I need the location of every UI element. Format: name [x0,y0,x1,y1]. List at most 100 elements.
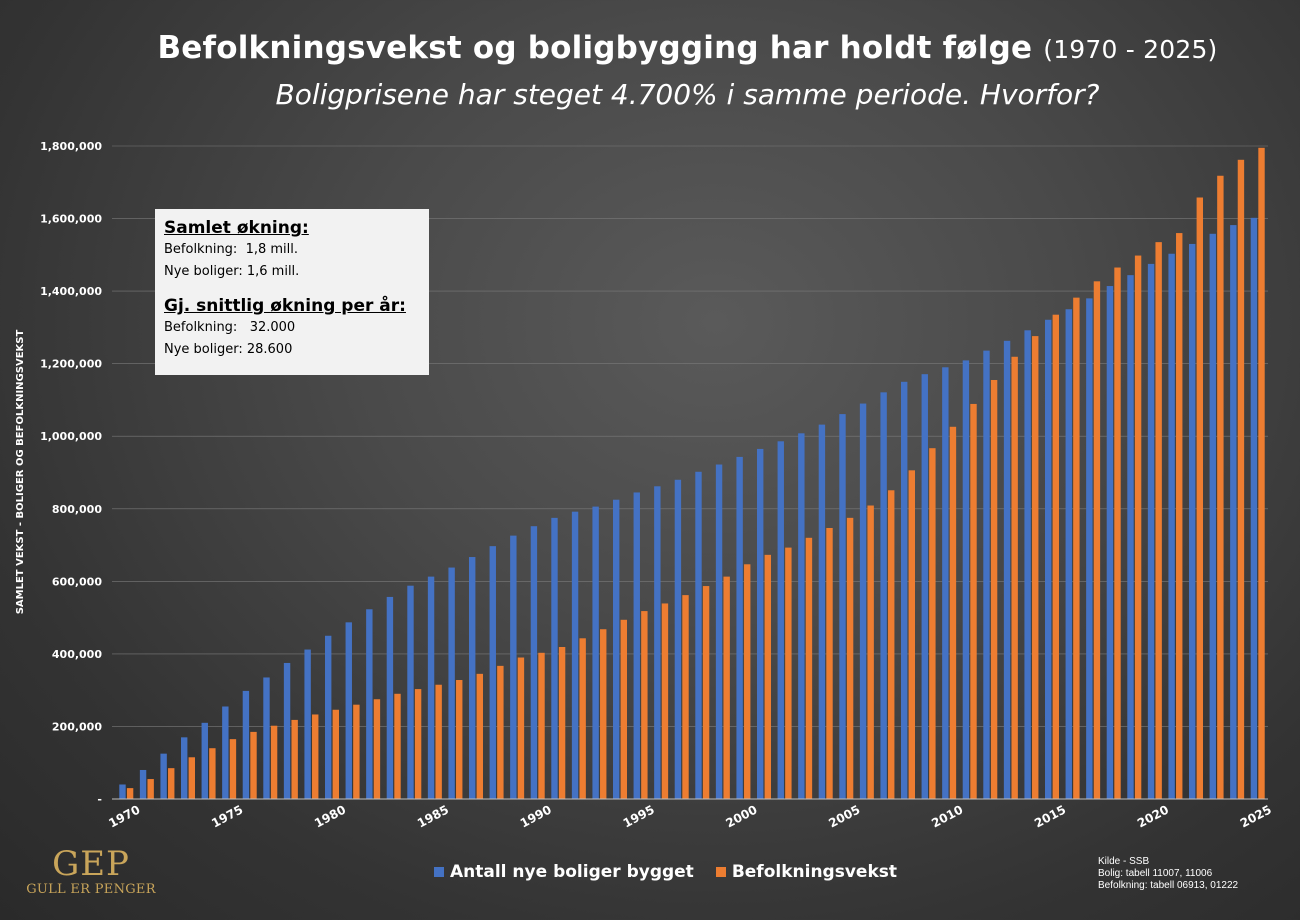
bar-population [188,757,195,799]
bar-housing [160,753,167,799]
bar-population [538,652,545,799]
bar-population [888,490,895,799]
bar-population [990,379,998,799]
bars [119,147,1265,800]
x-tick-label: 2025 [1238,802,1274,830]
y-axis-label: SAMLET VEKST - BOLIGER OG BEFOLKNINGSVEK… [15,330,26,615]
bar-population [970,403,977,799]
bar-population [126,788,134,799]
bar-housing [1189,243,1196,799]
bar-population [1176,233,1183,799]
bar-population [168,768,175,799]
bar-housing [613,499,620,799]
y-tick-label: 1,000,000 [40,430,102,443]
legend-swatch-housing [434,867,444,877]
x-tick-label: 2005 [826,802,862,830]
bar-population [476,673,483,799]
bar-housing [407,585,414,799]
bar-population [661,603,669,799]
bar-housing [880,392,887,799]
bar-population [867,505,874,799]
bar-housing [571,511,579,799]
bar-population [209,748,216,799]
bar-population [805,537,813,799]
bar-housing [263,677,270,799]
y-tick-label: 1,200,000 [40,358,102,371]
chart-subtitle: Boligprisene har steget 4.700% i samme p… [275,78,1100,111]
summary-population-average: Befolkning: 32.000 [164,320,296,335]
bar-population [332,709,339,799]
legend: Antall nye boliger bygget Befolkningsvek… [434,862,897,882]
legend-item-population: Befolkningsvekst [715,862,897,882]
bar-housing [1147,263,1155,799]
bar-housing [222,706,229,799]
bar-housing [818,424,826,799]
bar-population [846,517,854,799]
y-tick-label: 1,800,000 [40,140,102,153]
bar-housing [839,414,846,799]
bar-housing [510,535,517,799]
x-tick-label: 1995 [621,802,657,830]
bar-population [949,426,957,799]
bar-housing [921,374,928,799]
summary-population-total: Befolkning: 1,8 mill. [164,242,299,257]
legend-label-housing: Antall nye boliger bygget [450,862,694,882]
bar-population [744,564,751,799]
bar-housing [983,350,990,799]
bar-housing [1024,330,1031,799]
bar-housing [1230,225,1237,800]
bar-housing [695,471,702,799]
summary-box: Samlet økning: Befolkning: 1,8 mill. Nye… [155,209,429,375]
bar-housing [962,360,970,799]
y-tick-label: 1,600,000 [40,213,102,226]
bar-housing [427,576,435,799]
bar-population [785,547,792,799]
bar-housing [1106,286,1114,799]
bar-housing [366,609,373,799]
bar-population [373,699,381,799]
x-tick-label: 1985 [415,802,451,830]
bar-housing [1168,253,1175,799]
bar-housing [777,441,784,799]
bar-housing [654,486,661,799]
bar-housing [1127,275,1134,799]
bar-housing [633,492,640,799]
bar-population [1155,242,1162,799]
bar-population [414,689,422,799]
bar-housing [798,433,805,799]
logo-mark: GEP [52,844,130,884]
bar-housing [1086,298,1093,799]
bar-population [826,528,833,799]
bar-population [600,629,607,799]
bar-housing [942,367,949,799]
chart-title-years: (1970 - 2025) [1043,35,1218,64]
x-tick-label: 2000 [723,802,759,830]
bar-population [147,779,154,799]
x-tick-label: 1980 [312,802,348,830]
bar-housing [139,769,147,799]
bar-population [270,725,278,799]
bar-population [291,719,298,799]
bar-housing [201,722,208,799]
bar-housing [386,596,394,799]
x-tick-label: 2010 [929,802,965,830]
bar-housing [181,737,188,799]
y-tick-label: 400,000 [52,648,102,661]
source-line-2: Bolig: tabell 11007, 11006 [1098,868,1213,879]
bar-housing [489,546,496,799]
bar-population [1217,175,1224,799]
legend-swatch-population [715,867,726,877]
x-tick-label: 1970 [106,802,142,830]
bar-housing [757,448,764,799]
summary-housing-average: Nye boliger: 28.600 [164,342,293,357]
y-tick-label: 600,000 [52,575,102,588]
bar-housing [469,557,476,799]
bar-population [1134,255,1142,799]
source-line-1: Kilde - SSB [1098,856,1150,867]
bar-population [517,657,525,799]
y-tick-labels: - 200,000 400,000 600,000 800,000 1,000,000 1,… [40,140,102,806]
bar-population [1258,147,1265,799]
bar-population [1093,281,1101,799]
bar-housing [901,381,908,799]
source-line-3: Befolkning: tabell 06913, 01222 [1098,880,1239,891]
